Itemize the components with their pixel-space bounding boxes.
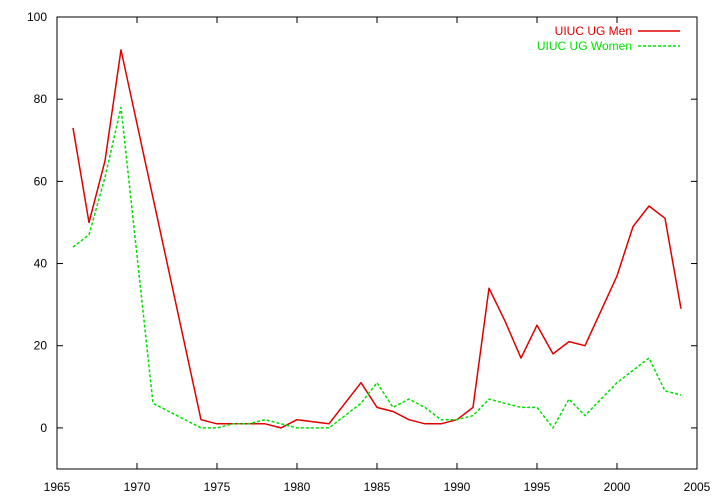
y-tick-label: 20 xyxy=(34,339,48,353)
x-tick-label: 1965 xyxy=(44,480,71,494)
x-tick-label: 1985 xyxy=(364,480,391,494)
x-tick-label: 1995 xyxy=(524,480,551,494)
axis-ticks: 1965 1970 1975 1980 1985 1990 1995 2000 2005 0 20 4… xyxy=(27,10,711,494)
y-tick-label: 40 xyxy=(34,257,48,271)
x-tick-label: 2000 xyxy=(604,480,631,494)
x-tick-label: 1980 xyxy=(284,480,311,494)
series-line-2 xyxy=(72,106,682,429)
legend-label-1: UIUC UG Men xyxy=(555,24,632,38)
series-layer xyxy=(72,49,682,429)
y-tick-label: 0 xyxy=(40,421,47,435)
x-tick-label: 1990 xyxy=(444,480,471,494)
legend-label-2: UIUC UG Women xyxy=(537,39,632,53)
y-tick-label: 80 xyxy=(34,92,48,106)
series-line-1 xyxy=(72,49,682,429)
y-tick-label: 60 xyxy=(34,174,48,188)
x-tick-label: 2005 xyxy=(684,480,711,494)
x-tick-label: 1975 xyxy=(204,480,231,494)
x-tick-label: 1970 xyxy=(124,480,151,494)
y-tick-label: 100 xyxy=(27,10,47,24)
